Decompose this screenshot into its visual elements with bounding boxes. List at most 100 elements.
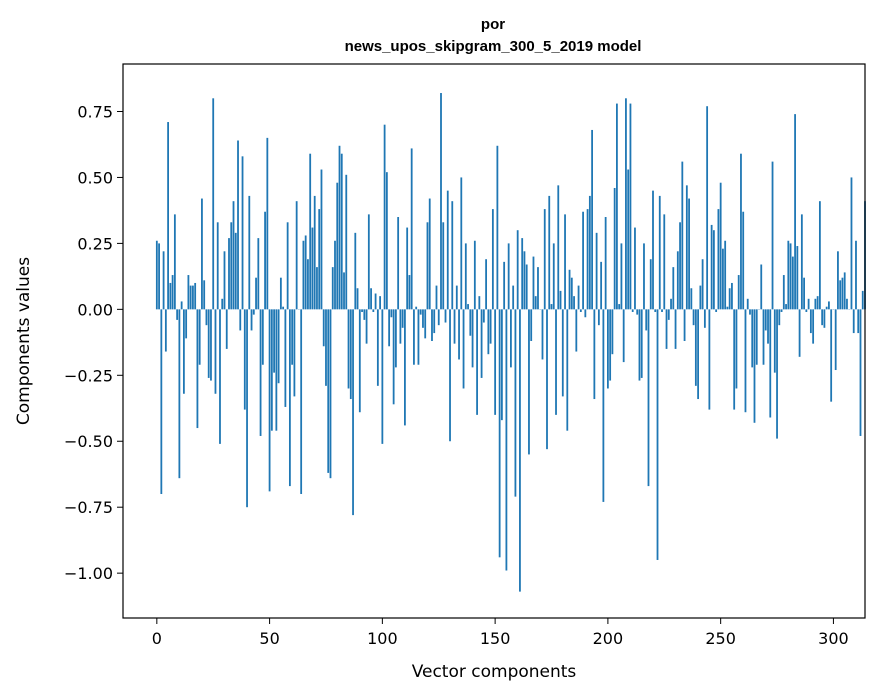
bar-66 — [304, 235, 307, 310]
bar-239 — [694, 309, 697, 386]
bar-271 — [767, 309, 769, 344]
bar-248 — [715, 309, 718, 312]
bar-145 — [482, 309, 485, 323]
bar-105 — [392, 309, 395, 405]
bar-301 — [834, 309, 837, 371]
bar-227 — [667, 309, 670, 320]
bar-99 — [379, 296, 381, 310]
bar-94 — [367, 214, 370, 310]
bar-135 — [460, 177, 463, 310]
bar-290 — [809, 309, 812, 334]
bar-98 — [376, 309, 379, 386]
bar-54 — [277, 309, 280, 384]
bar-158 — [512, 285, 515, 310]
bar-127 — [442, 222, 445, 310]
bar-52 — [273, 309, 275, 373]
bar-137 — [464, 243, 467, 310]
bar-13 — [185, 309, 188, 339]
bar-240 — [697, 309, 699, 400]
chart-title-line1: por — [481, 16, 505, 33]
bar-159 — [514, 309, 517, 497]
bar-32 — [228, 238, 230, 310]
bar-298 — [828, 301, 830, 310]
bar-259 — [740, 153, 742, 310]
bar-115 — [415, 306, 418, 310]
bars-group — [155, 93, 866, 592]
bar-41 — [248, 195, 251, 310]
bar-184 — [570, 277, 573, 310]
y-tick-label: −1.00 — [64, 564, 113, 583]
bar-14 — [187, 275, 190, 310]
bar-44 — [255, 277, 257, 310]
bar-141 — [473, 240, 476, 310]
bar-78 — [331, 267, 334, 310]
bar-223 — [658, 195, 661, 310]
bar-126 — [440, 93, 442, 310]
bar-46 — [259, 309, 262, 436]
bar-242 — [701, 259, 704, 310]
bar-193 — [591, 129, 593, 310]
bar-89 — [356, 288, 359, 310]
bar-282 — [791, 256, 794, 310]
bar-247 — [712, 230, 715, 310]
bar-27 — [216, 222, 219, 310]
bar-57 — [284, 309, 287, 407]
bar-110 — [404, 309, 406, 426]
bar-156 — [507, 243, 510, 310]
bar-254 — [728, 288, 731, 310]
bar-30 — [223, 251, 226, 310]
bar-113 — [410, 148, 413, 310]
bar-226 — [665, 309, 668, 349]
bar-43 — [252, 309, 255, 315]
bar-261 — [744, 309, 747, 413]
bar-11 — [180, 301, 183, 310]
bar-219 — [649, 259, 652, 310]
bar-279 — [785, 304, 787, 310]
bar-281 — [789, 243, 792, 310]
bar-309 — [852, 309, 855, 334]
bar-232 — [679, 222, 681, 310]
bar-80 — [336, 182, 339, 310]
x-tick-label: 150 — [480, 629, 511, 648]
bar-92 — [363, 309, 366, 320]
bar-35 — [234, 232, 237, 310]
bar-61 — [293, 309, 296, 397]
bar-304 — [841, 277, 844, 310]
bar-55 — [279, 277, 282, 310]
bar-167 — [532, 256, 535, 310]
bar-191 — [586, 209, 589, 310]
bar-181 — [564, 214, 566, 310]
bar-31 — [225, 309, 228, 349]
bar-82 — [340, 153, 343, 310]
bar-312 — [859, 309, 862, 436]
bar-252 — [724, 240, 727, 310]
bar-51 — [270, 309, 273, 431]
bar-39 — [243, 309, 246, 410]
bar-207 — [622, 309, 625, 363]
bar-225 — [663, 214, 666, 310]
bar-277 — [780, 309, 783, 312]
bar-265 — [753, 309, 756, 423]
bar-4 — [164, 309, 167, 352]
bar-132 — [453, 309, 456, 344]
bar-185 — [573, 296, 575, 310]
bar-12 — [182, 309, 185, 394]
bar-222 — [656, 309, 659, 560]
bar-220 — [652, 190, 654, 310]
bar-286 — [800, 214, 803, 310]
bar-204 — [616, 103, 618, 310]
bar-112 — [408, 275, 411, 310]
bar-231 — [676, 251, 679, 310]
bar-120 — [426, 222, 429, 310]
bar-86 — [349, 309, 352, 400]
bar-275 — [776, 309, 778, 439]
bar-308 — [850, 177, 853, 310]
bar-213 — [636, 309, 639, 315]
bar-297 — [825, 306, 828, 310]
bar-236 — [688, 198, 690, 310]
bar-276 — [778, 309, 781, 326]
bar-288 — [805, 309, 808, 312]
bar-121 — [428, 198, 431, 310]
bar-62 — [295, 201, 298, 310]
bar-125 — [437, 309, 440, 326]
